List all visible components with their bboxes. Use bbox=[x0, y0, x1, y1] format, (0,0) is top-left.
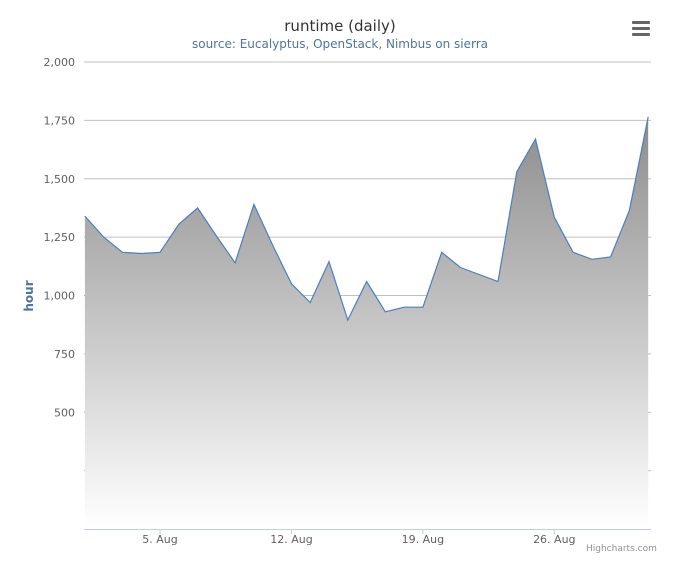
data-point[interactable] bbox=[252, 203, 255, 206]
data-point[interactable] bbox=[346, 319, 349, 322]
data-point[interactable] bbox=[309, 301, 312, 304]
data-point[interactable] bbox=[140, 252, 143, 255]
data-point[interactable] bbox=[159, 251, 162, 254]
data-point[interactable] bbox=[459, 266, 462, 269]
y-tick-label: 750 bbox=[54, 348, 75, 361]
data-point[interactable] bbox=[215, 234, 218, 237]
data-point[interactable] bbox=[177, 223, 180, 226]
data-point[interactable] bbox=[328, 260, 331, 263]
series-area-fill bbox=[84, 116, 649, 530]
data-point[interactable] bbox=[534, 138, 537, 141]
chart-title: runtime (daily) bbox=[284, 17, 396, 35]
hamburger-menu-icon[interactable] bbox=[628, 18, 654, 40]
data-point[interactable] bbox=[440, 251, 443, 254]
x-tick-label: 26. Aug bbox=[533, 533, 575, 546]
data-point[interactable] bbox=[83, 215, 86, 218]
x-tick-label: 12. Aug bbox=[270, 533, 312, 546]
data-point[interactable] bbox=[496, 280, 499, 283]
data-point[interactable] bbox=[590, 258, 593, 261]
data-point[interactable] bbox=[234, 261, 237, 264]
series-line[interactable] bbox=[84, 116, 649, 322]
y-tick-label: 1,250 bbox=[44, 231, 76, 244]
y-tick-label: 500 bbox=[54, 406, 75, 419]
data-point[interactable] bbox=[384, 310, 387, 313]
data-point[interactable] bbox=[609, 255, 612, 258]
x-tick-label: 19. Aug bbox=[402, 533, 444, 546]
y-tick-label: 2,000 bbox=[44, 56, 76, 69]
data-point[interactable] bbox=[647, 115, 650, 118]
data-point[interactable] bbox=[196, 206, 199, 209]
y-tick-label: 1,750 bbox=[44, 114, 76, 127]
data-point[interactable] bbox=[553, 216, 556, 219]
data-point[interactable] bbox=[121, 251, 124, 254]
chart-subtitle: source: Eucalyptus, OpenStack, Nimbus on… bbox=[191, 37, 489, 51]
data-point[interactable] bbox=[271, 244, 274, 247]
data-point[interactable] bbox=[102, 236, 105, 239]
credits-link[interactable]: Highcharts.com bbox=[586, 544, 657, 554]
data-point[interactable] bbox=[628, 209, 631, 212]
data-point[interactable] bbox=[403, 306, 406, 309]
data-point[interactable] bbox=[478, 273, 481, 276]
data-point[interactable] bbox=[515, 170, 518, 173]
x-tick-label: 5. Aug bbox=[142, 533, 177, 546]
data-point[interactable] bbox=[572, 251, 575, 254]
data-point[interactable] bbox=[421, 306, 424, 309]
y-tick-label: 1,500 bbox=[44, 173, 76, 186]
y-tick-label: 1,000 bbox=[44, 290, 76, 303]
y-axis-title: hour bbox=[22, 280, 36, 311]
data-point[interactable] bbox=[290, 282, 293, 285]
data-point[interactable] bbox=[365, 280, 368, 283]
